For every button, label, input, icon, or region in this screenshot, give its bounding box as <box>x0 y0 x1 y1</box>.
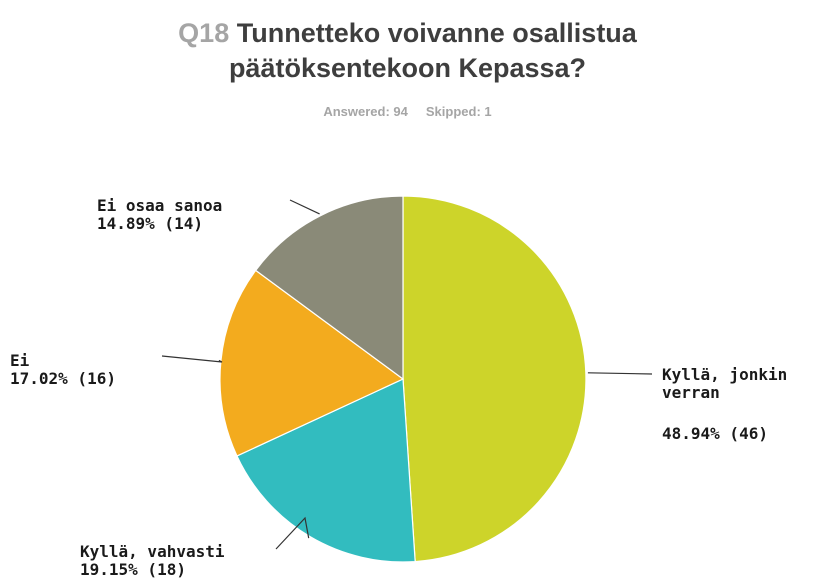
response-stats: Answered: 94 Skipped: 1 <box>0 104 815 119</box>
label-kylla-vahvasti-name: Kyllä, vahvasti <box>80 542 225 561</box>
slice-kylla-vahvasti[interactable] <box>236 378 416 563</box>
question-number: Q18 <box>178 18 230 48</box>
leader-line-ei-osaa-sanoa <box>289 199 320 215</box>
value-ei: 17.02% (16) <box>10 369 116 388</box>
value-kylla-jonkin-verran: 48.94% (46) <box>662 424 768 443</box>
slice-ei[interactable] <box>219 269 405 457</box>
leader-line-ei <box>161 355 223 363</box>
title-text-1: Tunnetteko voivanne osallistua <box>236 18 637 48</box>
leader-line-kylla-vahvasti <box>275 516 310 550</box>
label-kylla-jonkin-verran-line1: Kyllä, jonkin <box>662 365 788 384</box>
label-kylla-vahvasti: Kyllä, vahvasti 19.15% (18) <box>80 543 225 579</box>
label-ei-osaa-sanoa-name: Ei osaa sanoa <box>97 196 223 215</box>
label-kylla-jonkin-verran-line2: verran <box>662 383 720 402</box>
value-ei-osaa-sanoa: 14.89% (14) <box>97 214 203 233</box>
label-ei-name: Ei <box>10 351 30 370</box>
skipped-count: Skipped: 1 <box>425 104 492 119</box>
label-kylla-jonkin-verran: Kyllä, jonkin verran 48.94% (46) <box>662 366 787 443</box>
chart-title: Q18 Tunnetteko voivanne osallistua päätö… <box>0 16 815 86</box>
answered-count: Answered: 94 <box>323 104 408 119</box>
title-line-1: Q18 Tunnetteko voivanne osallistua <box>0 16 815 51</box>
slice-ei-osaa-sanoa[interactable] <box>254 195 404 381</box>
value-kylla-vahvasti: 19.15% (18) <box>80 560 186 579</box>
slice-kylla-jonkin-verran[interactable] <box>402 195 587 563</box>
leader-line-kylla-jonkin-verran <box>587 372 653 375</box>
label-ei: Ei 17.02% (16) <box>10 352 116 388</box>
title-line-2: päätöksentekoon Kepassa? <box>228 53 587 83</box>
label-ei-osaa-sanoa: Ei osaa sanoa 14.89% (14) <box>97 197 222 233</box>
